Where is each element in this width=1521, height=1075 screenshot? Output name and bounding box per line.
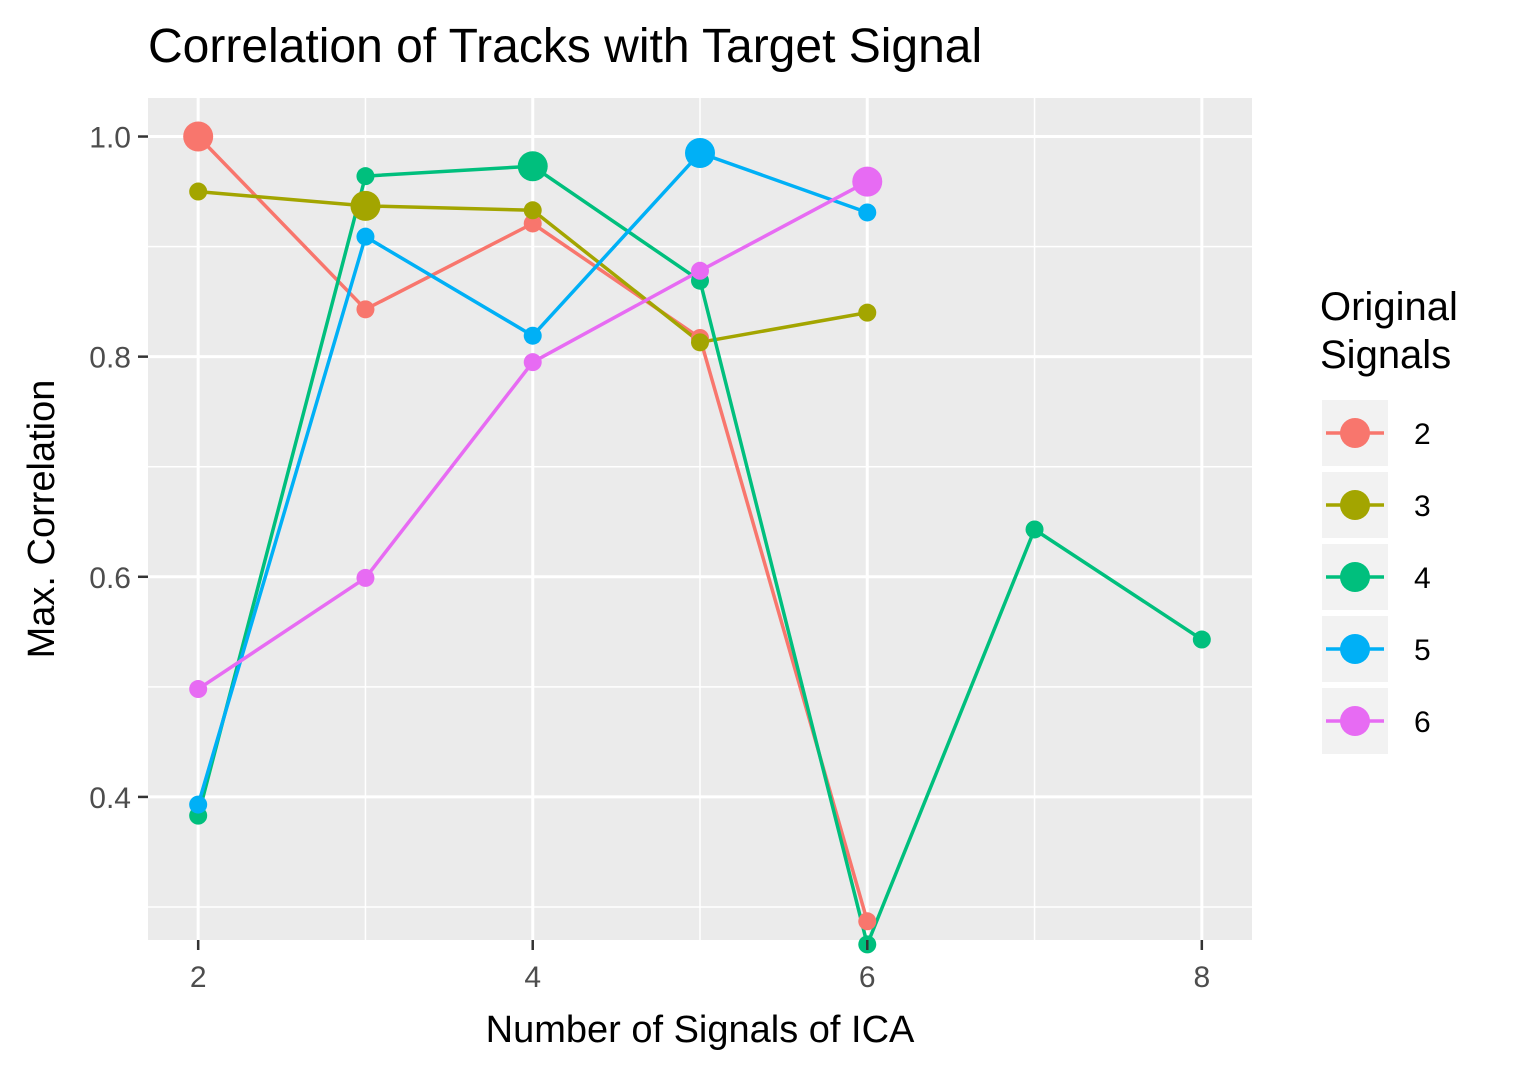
data-point-4 xyxy=(1025,520,1044,539)
legend-title-line-1: Original xyxy=(1320,285,1458,329)
data-point-5 xyxy=(356,227,375,246)
x-axis-title: Number of Signals of ICA xyxy=(486,1009,915,1051)
data-point-3 xyxy=(189,182,208,201)
data-point-2 xyxy=(523,214,542,233)
chart-title: Correlation of Tracks with Target Signal xyxy=(148,20,982,73)
data-point-5 xyxy=(858,203,877,222)
x-tick-label: 4 xyxy=(524,961,541,994)
data-point-6 xyxy=(356,568,375,587)
data-point-highlight-4 xyxy=(517,151,548,182)
y-tick-label: 0.4 xyxy=(89,782,131,815)
x-tick-label: 2 xyxy=(190,961,207,994)
data-point-highlight-5 xyxy=(685,138,715,169)
data-point-3 xyxy=(523,201,542,220)
data-point-highlight-2 xyxy=(183,121,214,152)
legend-title-line-2: Signals xyxy=(1320,333,1451,377)
legend-label-3: 3 xyxy=(1414,490,1431,523)
y-tick-label: 0.6 xyxy=(89,562,131,595)
legend-label-2: 2 xyxy=(1414,418,1431,451)
grid-major xyxy=(148,98,1252,940)
legend: Original Signals 2 3 4 5 6 xyxy=(1320,285,1458,754)
data-point-3 xyxy=(691,333,709,352)
data-point-2 xyxy=(858,912,877,931)
data-point-highlight-3 xyxy=(350,190,381,221)
x-tick-label: 8 xyxy=(1193,961,1210,994)
data-point-5 xyxy=(523,326,542,345)
axis-ticks xyxy=(138,135,1204,950)
y-tick-label: 0.8 xyxy=(89,342,131,375)
data-point-6 xyxy=(189,680,208,699)
legend-label-5: 5 xyxy=(1414,634,1431,667)
legend-label-6: 6 xyxy=(1414,706,1431,739)
data-point-highlight-6 xyxy=(852,166,883,197)
legend-key-marker-5 xyxy=(1340,634,1370,664)
legend-key-marker-4 xyxy=(1340,562,1370,592)
data-point-5 xyxy=(189,795,208,814)
y-tick-label: 1.0 xyxy=(89,122,131,155)
legend-key-marker-3 xyxy=(1340,490,1370,520)
data-point-3 xyxy=(858,303,877,322)
legend-key-marker-6 xyxy=(1340,706,1370,736)
legend-items: 2 3 4 5 6 xyxy=(1322,400,1431,754)
x-tick-label: 6 xyxy=(859,961,876,994)
data-point-6 xyxy=(523,353,542,372)
data-point-2 xyxy=(356,300,375,319)
series-points xyxy=(183,121,1211,954)
legend-key-marker-2 xyxy=(1340,418,1370,448)
data-point-4 xyxy=(356,167,375,186)
legend-label-4: 4 xyxy=(1414,562,1431,595)
tick-labels: 2 4 6 8 0.4 0.6 0.8 1.0 xyxy=(89,122,1210,994)
data-point-4 xyxy=(1192,630,1211,649)
y-axis-title: Max. Correlation xyxy=(21,380,63,659)
data-point-6 xyxy=(691,261,709,280)
